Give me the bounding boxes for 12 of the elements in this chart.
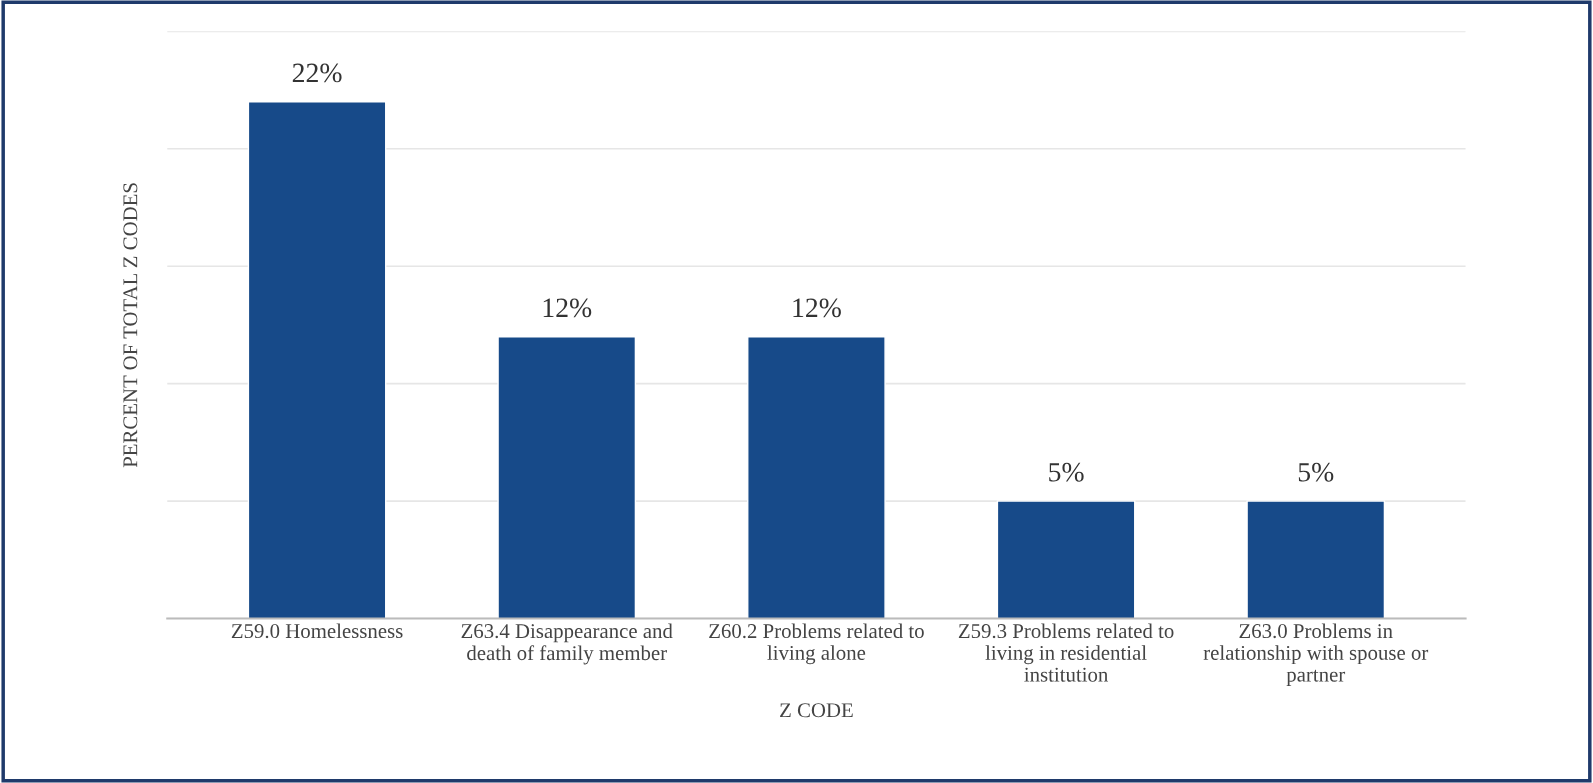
y-axis-title: PERCENT OF TOTAL Z CODES — [123, 183, 138, 468]
x-axis-title: Z CODE — [780, 703, 853, 718]
data-label: 5% — [1049, 462, 1084, 482]
data-label: 12% — [793, 298, 841, 318]
x-tick-label: Z63.4 Disappearance and death of family member — [461, 623, 673, 665]
data-label: 22% — [292, 63, 342, 83]
x-tick-label: Z59.3 Problems related to living in residential institution — [958, 623, 1174, 682]
x-tick-label: Z63.0 Problems in relationship with spouse or partner — [1203, 623, 1429, 686]
data-label: 12% — [543, 298, 592, 318]
x-tick-label: Z59.0 Homelessness — [231, 623, 403, 639]
x-tick-label: Z60.2 Problems related to living alone — [709, 623, 924, 665]
data-label: 5% — [1298, 462, 1334, 482]
